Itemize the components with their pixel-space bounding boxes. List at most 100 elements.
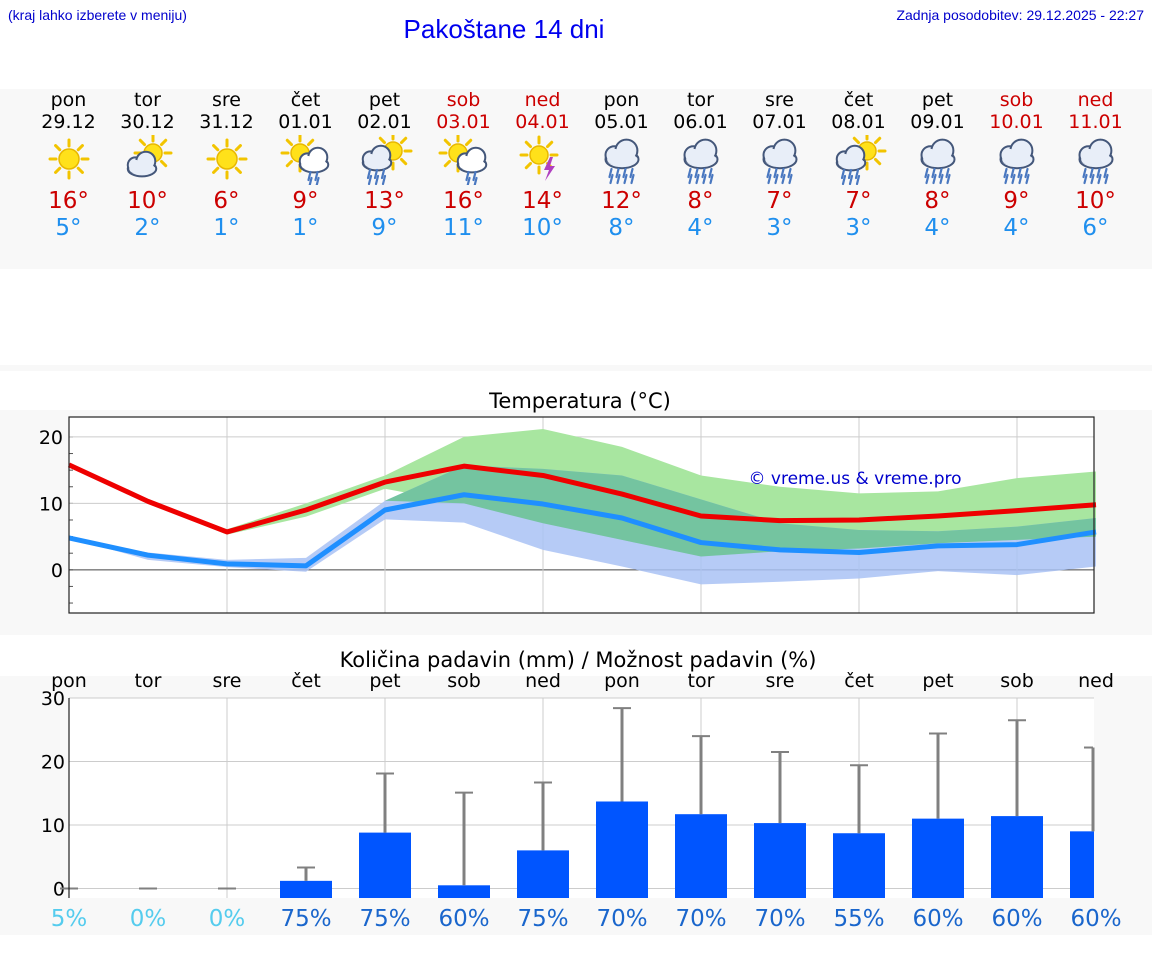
rain-drop <box>1103 173 1109 185</box>
min-temperature: 1° <box>213 215 240 241</box>
note-left[interactable]: (kraj lahko izberete v meniju) <box>8 7 187 23</box>
precip-bar <box>754 823 806 898</box>
rain-drop <box>1017 173 1023 185</box>
rain-drop <box>780 173 786 185</box>
rain-drop <box>786 167 792 179</box>
min-temperature: 1° <box>292 215 319 241</box>
sun-ray <box>873 157 881 166</box>
min-temperature: 9° <box>371 215 398 241</box>
day-column[interactable]: pon 05.01 12° 8° <box>582 89 661 241</box>
day-name: pon <box>603 89 640 111</box>
day-name: čet <box>843 89 874 111</box>
max-temperature: 7° <box>845 188 872 214</box>
day-name: sob <box>999 89 1034 111</box>
day-column[interactable]: tor 30.12 10° 2° <box>108 89 187 241</box>
day-column[interactable]: tor 06.01 8° 4° <box>661 89 740 241</box>
sun-ray <box>211 166 219 174</box>
x-tick-label: pon <box>51 670 87 692</box>
rain-drop <box>693 167 699 179</box>
sun-cloud-heavy-rain-icon <box>835 135 886 185</box>
y-tick-label: 10 <box>39 493 63 515</box>
sun-ray <box>285 159 293 168</box>
day-column[interactable]: sob 10.01 9° 4° <box>977 89 1056 241</box>
chance-label: 60% <box>438 906 489 932</box>
cloud-shape <box>126 150 157 178</box>
day-date: 02.01 <box>357 111 412 133</box>
sun-ray <box>211 144 219 152</box>
max-temperature: 8° <box>924 188 951 214</box>
day-column[interactable]: ned 11.01 10° 6° <box>1056 89 1135 241</box>
rain-drop <box>1003 173 1009 185</box>
day-column[interactable]: pon 29.12 16° 5° <box>29 89 108 241</box>
precip-bar <box>912 818 964 898</box>
min-temperature: 4° <box>1003 215 1030 241</box>
rain-drop <box>848 174 853 185</box>
sun-ray <box>159 159 167 168</box>
day-column[interactable]: pet 02.01 13° 9° <box>345 89 424 241</box>
x-tick-label: sre <box>766 670 795 692</box>
x-tick-label: čet <box>291 670 321 692</box>
cloud-rain-icon <box>1077 138 1113 185</box>
cloud-fill <box>128 159 142 173</box>
day-date: 05.01 <box>594 111 649 133</box>
min-temperature: 10° <box>522 215 563 241</box>
max-temperature: 8° <box>687 188 714 214</box>
rain-drop <box>306 170 312 182</box>
cloud-rain-icon <box>603 138 639 185</box>
max-temperature: 16° <box>443 188 484 214</box>
y-tick-label: 30 <box>41 688 65 710</box>
sun-thunder-icon <box>519 135 558 181</box>
sun-cloud-heavy-rain-icon <box>361 135 412 185</box>
cloud-shape <box>998 138 1034 170</box>
rain-drop <box>700 167 706 179</box>
rain-drop <box>841 174 846 185</box>
rain-drop <box>367 174 372 185</box>
plot-frame <box>68 416 1095 614</box>
rain-drop <box>931 173 937 185</box>
day-date: 01.01 <box>278 111 333 133</box>
y-tick-label: 10 <box>41 815 65 837</box>
x-tick-label: tor <box>688 670 715 692</box>
rain-drop <box>1002 167 1008 179</box>
rain-drop <box>1089 173 1095 185</box>
cloud-rain-icon <box>682 138 718 185</box>
day-column[interactable]: čet 01.01 9° 1° <box>266 89 345 241</box>
chance-label: 0% <box>130 906 167 932</box>
day-date: 11.01 <box>1068 111 1123 133</box>
precip-bar <box>1070 831 1094 898</box>
day-column[interactable]: pet 09.01 8° 4° <box>898 89 977 241</box>
precip-bar <box>675 814 727 898</box>
max-temperature: 6° <box>213 188 240 214</box>
lightning-bolt <box>543 157 555 181</box>
rain-drop <box>855 174 860 185</box>
sun-icon <box>48 138 89 180</box>
x-tick-label: pet <box>922 670 953 692</box>
rain-drop <box>923 167 929 179</box>
min-temperature: 5° <box>55 215 82 241</box>
day-column[interactable]: sre 31.12 6° 1° <box>187 89 266 241</box>
rain-drop <box>374 174 379 185</box>
chance-label: 0% <box>209 906 246 932</box>
cloud-shape <box>456 146 487 174</box>
sun-ray <box>76 166 84 174</box>
y-tick-label: 0 <box>53 878 65 900</box>
sun-ray <box>524 140 532 149</box>
chance-label: 60% <box>1070 906 1121 932</box>
rain-drop <box>773 173 779 185</box>
cloud-rain-icon <box>998 138 1034 185</box>
day-column[interactable]: sob 03.01 16° 11° <box>424 89 503 241</box>
chance-label: 55% <box>833 906 884 932</box>
sun-ray <box>399 136 407 145</box>
sun-ray <box>464 138 472 147</box>
day-name: sob <box>446 89 481 111</box>
sun-ray <box>53 144 61 152</box>
rain-drop <box>1095 167 1101 179</box>
day-column[interactable]: ned 04.01 14° 10° <box>503 89 582 241</box>
rain-drop <box>1088 167 1094 179</box>
day-date: 09.01 <box>910 111 965 133</box>
rain-drop <box>628 167 634 179</box>
day-column[interactable]: sre 07.01 7° 3° <box>740 89 819 241</box>
day-column[interactable]: čet 08.01 7° 3° <box>819 89 898 241</box>
y-tick-label: 20 <box>41 751 65 773</box>
min-temperature: 6° <box>1082 215 1109 241</box>
